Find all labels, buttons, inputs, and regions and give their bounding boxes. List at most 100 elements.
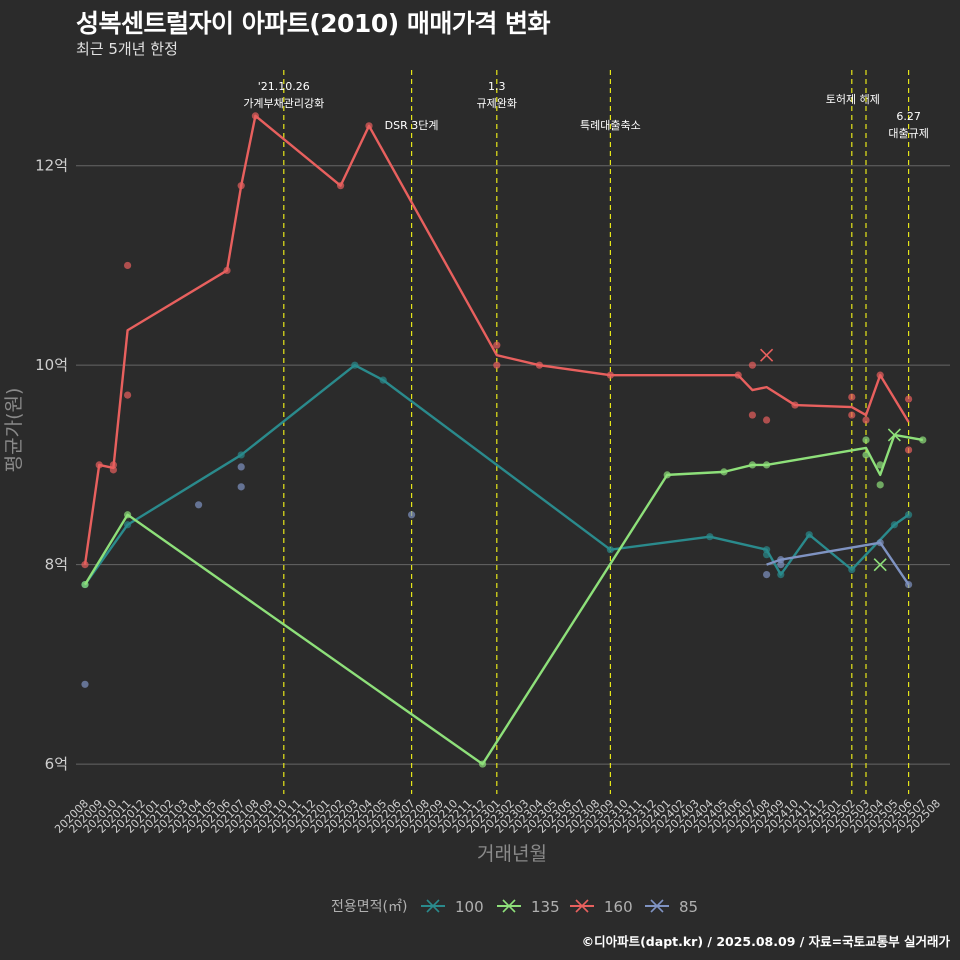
data-point-160 [862, 416, 870, 424]
event-annotation: 가계부채관리강화 [243, 97, 324, 110]
data-point-100 [777, 571, 785, 579]
data-point-100 [237, 451, 245, 459]
data-point-85 [763, 571, 771, 579]
y-tick-label: 10억 [35, 356, 68, 374]
data-point-160 [81, 561, 89, 569]
data-point-160 [748, 361, 757, 369]
cross-stroke [887, 428, 901, 442]
event-annotation: 대출규제 [888, 127, 928, 140]
data-point-160 [905, 395, 913, 403]
data-point-135 [81, 580, 89, 589]
series-160 [81, 112, 913, 569]
event-annotation: 토허제 해제 [826, 92, 880, 106]
legend-key-85 [645, 899, 669, 913]
data-point-160 [337, 182, 345, 190]
data-point-100 [351, 361, 359, 369]
y-tick-label: 6억 [45, 755, 68, 773]
data-point-100 [763, 546, 771, 554]
data-point-135 [720, 468, 728, 476]
legend-key-100 [421, 899, 445, 913]
data-point-135 [748, 461, 757, 469]
event-annotation: 1.3 [488, 80, 506, 93]
legend-cross [650, 899, 664, 913]
data-point-160 [535, 361, 544, 369]
series-135 [81, 428, 927, 768]
series-line-160 [83, 114, 910, 565]
chart-title: 성복센트럴자이 아파트(2010) 매매가격 변화 [76, 9, 551, 38]
data-point-85 [876, 539, 884, 547]
data-point-160 [493, 361, 501, 369]
event-annotation: 규제완화 [477, 97, 517, 110]
data-point-160 [223, 266, 231, 275]
series-line-135 [83, 433, 924, 766]
data-point-100 [763, 551, 771, 559]
data-point-100 [905, 511, 913, 519]
event-annotation: 특례대출축소 [580, 119, 641, 132]
data-point-135 [876, 461, 884, 469]
series-100 [81, 361, 913, 589]
data-point-100 [606, 546, 615, 554]
legend-title: 전용면적(㎡) [331, 899, 407, 915]
data-point-100 [706, 533, 714, 541]
data-point-160 [124, 391, 132, 399]
y-tick-label: 12억 [35, 157, 68, 175]
data-point-85 [905, 580, 913, 589]
legend-label: 135 [531, 898, 560, 916]
data-point-135 [124, 511, 132, 519]
data-point-85 [237, 463, 245, 471]
cross-marker-160 [760, 348, 774, 362]
data-point-160 [251, 112, 259, 120]
legend-label: 100 [455, 898, 484, 916]
data-point-85 [777, 561, 785, 569]
data-point-85 [81, 680, 89, 688]
data-point-160 [493, 341, 501, 349]
data-point-160 [734, 371, 742, 379]
data-point-85 [408, 511, 416, 519]
data-point-160 [237, 182, 245, 190]
event-annotation: DSR 3단계 [385, 119, 439, 132]
data-point-135 [663, 471, 671, 479]
event-annotation: '21.10.26 [258, 80, 310, 93]
cross-stroke [873, 558, 887, 572]
cross-marker-135 [873, 558, 887, 572]
source-caption: ©디아파트(dapt.kr) / 2025.08.09 / 자료=국토교통부 실… [581, 934, 950, 949]
data-point-160 [124, 261, 132, 270]
data-point-160 [109, 461, 117, 469]
legend-cross [575, 899, 589, 913]
data-point-135 [763, 461, 771, 469]
legend-label: 85 [679, 898, 698, 916]
data-point-160 [876, 371, 884, 379]
cross-stroke [760, 348, 774, 362]
data-point-160 [763, 416, 771, 424]
data-point-135 [862, 436, 870, 444]
data-point-100 [124, 521, 132, 529]
data-point-160 [748, 411, 757, 419]
series-line-85 [766, 541, 910, 586]
data-point-160 [109, 466, 117, 474]
y-tick-label: 8억 [45, 556, 68, 574]
data-point-100 [848, 566, 856, 574]
data-point-85 [237, 483, 245, 491]
data-point-135 [862, 451, 870, 459]
data-point-160 [791, 401, 799, 409]
data-point-160 [606, 371, 615, 379]
data-point-160 [848, 393, 856, 401]
data-point-85 [195, 501, 203, 509]
x-axis-title: 거래년월 [477, 843, 547, 865]
data-point-135 [479, 760, 487, 768]
event-annotation: 6.27 [896, 110, 921, 123]
data-point-160 [905, 446, 913, 454]
chart-subtitle: 최근 5개년 한정 [76, 40, 178, 58]
data-point-85 [777, 556, 785, 564]
series-85 [81, 463, 913, 688]
data-point-100 [805, 531, 813, 539]
data-point-160 [365, 122, 373, 130]
legend-label: 160 [604, 898, 633, 916]
legend-key-160 [570, 899, 594, 913]
y-axis-title: 평균가(원) [3, 388, 25, 473]
legend-cross [502, 899, 516, 913]
cross-marker-135 [887, 428, 901, 442]
data-point-135 [876, 481, 884, 489]
data-point-160 [848, 411, 856, 419]
legend-cross [426, 899, 440, 913]
